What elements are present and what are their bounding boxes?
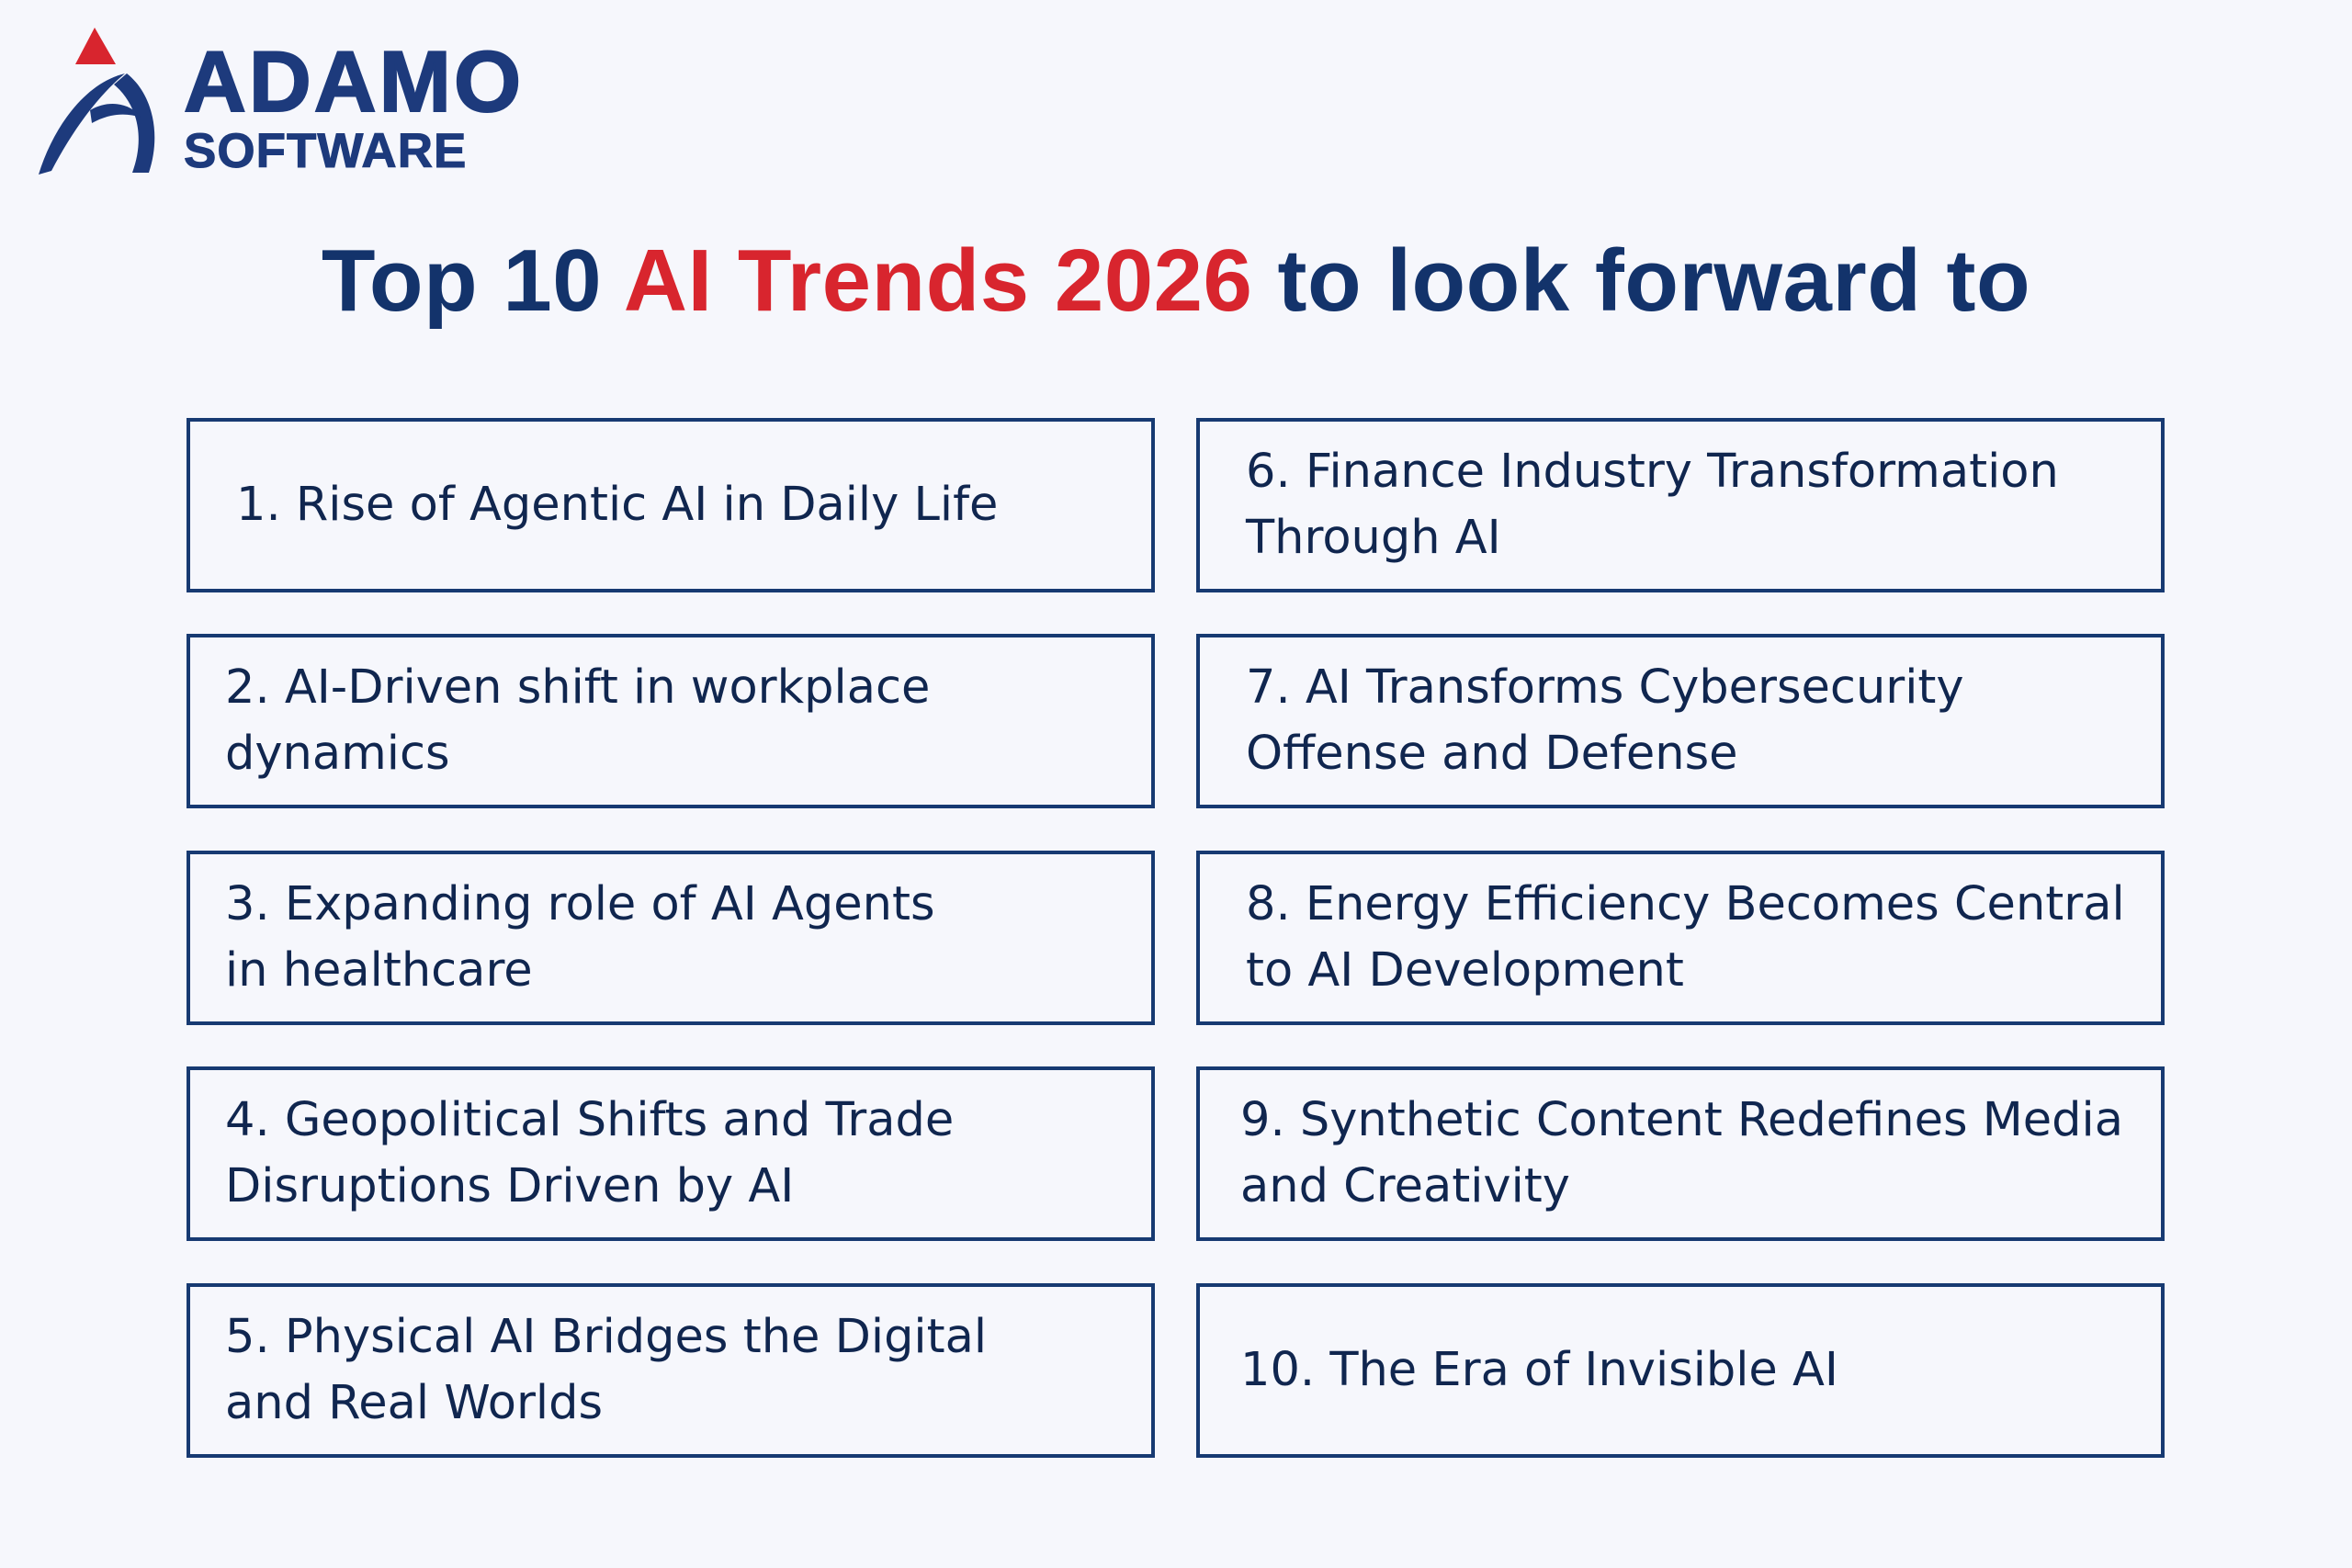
trend-card-4-text: 4. Geopolitical Shifts and Trade Disrupt… xyxy=(225,1088,954,1220)
trend-10-line-1: 10. The Era of Invisible AI xyxy=(1240,1343,1838,1397)
trend-card-5-text: 5. Physical AI Bridges the Digital and R… xyxy=(225,1304,987,1437)
logo-wordmark: ADAMO SOFTWARE xyxy=(183,33,525,178)
trend-card-2: 2. AI-Driven shift in workplace dynamics xyxy=(187,634,1155,808)
trend-card-4: 4. Geopolitical Shifts and Trade Disrupt… xyxy=(187,1066,1155,1241)
trend-card-1: 1. Rise of Agentic AI in Daily Life xyxy=(187,418,1155,592)
trend-card-8: 8. Energy Efficiency Becomes Central to … xyxy=(1196,851,2165,1025)
title-part-1: Top 10 xyxy=(321,231,624,330)
trend-card-6: 6. Finance Industry Transformation Throu… xyxy=(1196,418,2165,592)
trend-2-line-1: 2. AI-Driven shift in workplace dynamics xyxy=(225,660,931,781)
trend-7-line-1: 7. AI Transforms Cybersecurity xyxy=(1246,660,1964,715)
trend-5-line-1: 5. Physical AI Bridges the Digital xyxy=(225,1310,988,1364)
trend-card-2-text: 2. AI-Driven shift in workplace dynamics xyxy=(225,655,1124,787)
trend-9-line-2: and Creativity xyxy=(1240,1159,1570,1213)
trend-card-5: 5. Physical AI Bridges the Digital and R… xyxy=(187,1283,1155,1458)
trend-9-line-1: 9. Synthetic Content Redefines Media xyxy=(1240,1093,2123,1147)
trend-6-line-1: 6. Finance Industry Transformation xyxy=(1246,445,2059,499)
trend-card-10-text: 10. The Era of Invisible AI xyxy=(1240,1337,1838,1404)
trend-3-line-1: 3. Expanding role of AI Agents xyxy=(225,877,935,931)
trend-card-7-text: 7. AI Transforms Cybersecurity Offense a… xyxy=(1246,655,1964,787)
trend-4-line-1: 4. Geopolitical Shifts and Trade xyxy=(225,1093,955,1147)
trend-card-9-text: 9. Synthetic Content Redefines Media and… xyxy=(1240,1088,2123,1220)
company-logo: ADAMO SOFTWARE xyxy=(35,26,568,182)
trend-6-line-2: Through AI xyxy=(1246,511,1501,565)
page-title: Top 10 AI Trends 2026 to look forward to xyxy=(0,237,2352,325)
title-part-2: to look forward to xyxy=(1252,231,2031,330)
trend-7-line-2: Offense and Defense xyxy=(1246,727,1738,781)
trend-card-1-text: 1. Rise of Agentic AI in Daily Life xyxy=(236,472,998,538)
trend-4-line-2: Disruptions Driven by AI xyxy=(225,1159,795,1213)
logo-brand: ADAMO xyxy=(183,33,525,130)
trend-8-line-1: 8. Energy Efficiency Becomes Central xyxy=(1246,877,2125,931)
trend-card-6-text: 6. Finance Industry Transformation Throu… xyxy=(1246,439,2059,571)
logo-sub: SOFTWARE xyxy=(183,124,468,178)
trend-card-3: 3. Expanding role of AI Agents in health… xyxy=(187,851,1155,1025)
trend-card-3-text: 3. Expanding role of AI Agents in health… xyxy=(225,872,935,1004)
trend-3-line-2: in healthcare xyxy=(225,943,533,998)
title-accent: AI Trends 2026 xyxy=(623,231,1253,330)
trend-5-line-2: and Real Worlds xyxy=(225,1376,604,1430)
logo-mark-icon xyxy=(39,28,155,175)
trend-card-9: 9. Synthetic Content Redefines Media and… xyxy=(1196,1066,2165,1241)
trend-8-line-2: to AI Development xyxy=(1246,943,1684,998)
trend-card-8-text: 8. Energy Efficiency Becomes Central to … xyxy=(1246,872,2125,1004)
trend-1-line-1: 1. Rise of Agentic AI in Daily Life xyxy=(236,478,999,532)
trend-card-7: 7. AI Transforms Cybersecurity Offense a… xyxy=(1196,634,2165,808)
trend-card-10: 10. The Era of Invisible AI xyxy=(1196,1283,2165,1458)
